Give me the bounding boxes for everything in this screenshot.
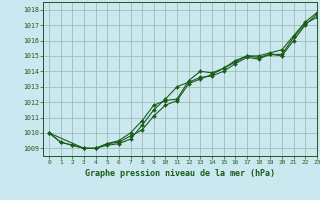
X-axis label: Graphe pression niveau de la mer (hPa): Graphe pression niveau de la mer (hPa) <box>85 169 275 178</box>
